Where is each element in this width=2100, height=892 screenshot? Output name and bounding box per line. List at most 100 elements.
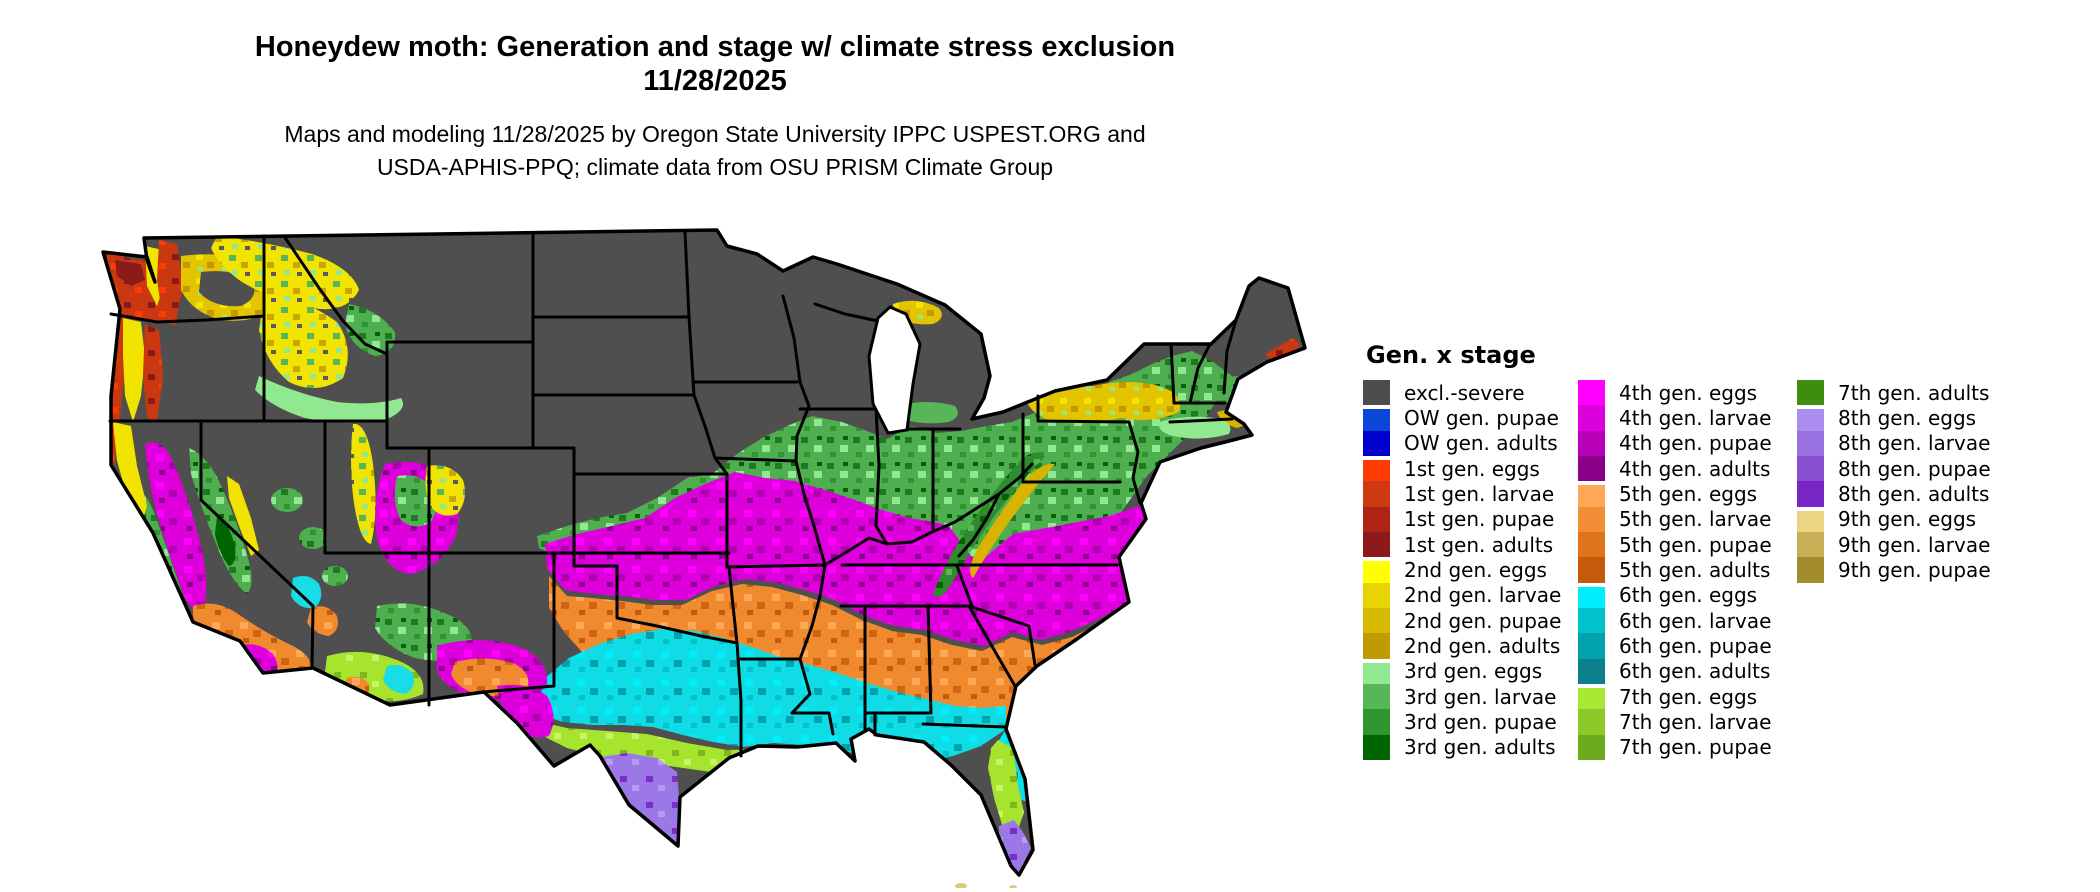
legend-label: 8th gen. larvae: [1838, 431, 1991, 456]
map-region-nv-green-2: [299, 527, 327, 549]
legend-label: 4th gen. eggs: [1619, 380, 1758, 405]
legend-label: 7th gen. adults: [1838, 380, 1990, 405]
legend-swatch: [1363, 582, 1390, 609]
us-map-image: [97, 226, 1309, 888]
legend-label: excl.-severe: [1404, 380, 1525, 405]
legend-swatch: [1797, 510, 1824, 533]
legend-item: 5th gen. larvae: [1578, 506, 1772, 533]
map-region-snv-orange: [307, 606, 338, 636]
legend-label: 6th gen. eggs: [1619, 583, 1758, 608]
legend-label: 8th gen. pupae: [1838, 456, 1991, 481]
legend-label: 9th gen. pupae: [1838, 558, 1991, 583]
subtitle-block: Maps and modeling 11/28/2025 by Oregon S…: [0, 118, 1430, 184]
legend-item: 1st gen. larvae: [1363, 481, 1561, 507]
legend-label: 3rd gen. eggs: [1404, 659, 1543, 684]
legend-item: OW gen. pupae: [1363, 405, 1561, 431]
legend-item: 9th gen. eggs: [1797, 507, 1991, 533]
legend-column-2: 4th gen. eggs 4th gen. larvae 4th gen. p…: [1578, 380, 1772, 761]
legend-label: 1st gen. eggs: [1404, 456, 1540, 481]
map-region-wco-mottle: [425, 465, 465, 516]
page-title: Honeydew moth: Generation and stage w/ c…: [254, 31, 1176, 63]
legend-swatch: [1578, 485, 1605, 507]
legend-label: 8th gen. adults: [1838, 482, 1990, 507]
legend-item: 3rd gen. larvae: [1363, 684, 1561, 710]
map-region-gen7-florida: [988, 740, 1024, 836]
legend-label: 1st gen. pupae: [1404, 507, 1555, 532]
legend-item: 8th gen. pupae: [1797, 456, 1991, 482]
legend-title: Gen. x stage: [1366, 341, 1536, 369]
legend-swatch: [1363, 532, 1390, 558]
map-region-or-cascades-red: [143, 324, 163, 422]
legend-item: 5th gen. pupae: [1578, 532, 1772, 558]
legend-item: 6th gen. eggs: [1578, 583, 1772, 609]
legend-item: 6th gen. adults: [1578, 658, 1772, 685]
legend-item: 4th gen. eggs: [1578, 380, 1772, 406]
legend-label: 9th gen. eggs: [1838, 507, 1977, 532]
map-region-bigbend-magenta: [497, 684, 554, 738]
map-region-appalachian-gold: [970, 463, 1055, 578]
legend-label: 3rd gen. pupae: [1404, 710, 1557, 735]
legend-swatch: [1797, 532, 1824, 558]
legend-swatch: [1578, 456, 1605, 482]
map-region-gen9-keys: [955, 883, 1017, 888]
legend-swatch: [1578, 380, 1605, 406]
legend-swatch: [1797, 409, 1824, 431]
legend-swatch: [1363, 409, 1390, 431]
map-region-maine-coast-red: [1265, 338, 1301, 362]
legend-label: 1st gen. adults: [1404, 532, 1554, 557]
credit-line-2: USDA-APHIS-PPQ; climate data from OSU PR…: [376, 154, 1054, 180]
legend-item: 3rd gen. pupae: [1363, 709, 1561, 735]
legend-item: 2nd gen. adults: [1363, 633, 1561, 659]
map-region-nv-green-1: [271, 488, 303, 512]
state-borders-plains: [531, 230, 827, 758]
legend-label: 3rd gen. adults: [1404, 735, 1556, 760]
map-region-gen8-florida: [999, 820, 1031, 874]
map-region-snv-cyan: [291, 576, 322, 609]
legend-label: OW gen. pupae: [1404, 406, 1559, 431]
legend-item: 5th gen. adults: [1578, 557, 1772, 583]
state-borders-newengland: [1168, 318, 1238, 424]
legend-label: 6th gen. larvae: [1619, 608, 1772, 633]
legend-item: 3rd gen. eggs: [1363, 659, 1561, 685]
legend-swatch: [1797, 481, 1824, 507]
map-region-socal-orange: [192, 603, 313, 683]
legend-label: 2nd gen. adults: [1404, 634, 1561, 659]
legend-item: 6th gen. larvae: [1578, 608, 1772, 634]
legend-label: 2nd gen. eggs: [1404, 558, 1547, 583]
legend-swatch: [1363, 380, 1390, 406]
legend-swatch: [1363, 684, 1390, 710]
legend-swatch: [1363, 506, 1390, 533]
legend-swatch: [1578, 608, 1605, 634]
legend-swatch: [1578, 557, 1605, 583]
legend-item: 1st gen. pupae: [1363, 506, 1561, 533]
credit-line-1: Maps and modeling 11/28/2025 by Oregon S…: [284, 121, 1146, 147]
state-borders-midwest-east: [798, 302, 1142, 567]
legend-label: 1st gen. larvae: [1404, 482, 1555, 507]
legend-swatch: [1797, 557, 1824, 583]
legend-item: 7th gen. adults: [1797, 380, 1991, 406]
legend-swatch: [1578, 658, 1605, 685]
legend-item: 5th gen. eggs: [1578, 481, 1772, 507]
legend-label: 3rd gen. larvae: [1404, 684, 1557, 709]
legend-label: 5th gen. eggs: [1619, 482, 1758, 507]
legend-label: 5th gen. pupae: [1619, 532, 1772, 557]
legend-item: 8th gen. adults: [1797, 481, 1991, 507]
legend-swatch: [1578, 586, 1605, 609]
map-region-appalachian-ridge: [933, 452, 1045, 597]
legend-label: 4th gen. larvae: [1619, 406, 1772, 431]
map-region-sierra-darkgreen: [215, 516, 236, 566]
legend-item: 2nd gen. larvae: [1363, 582, 1561, 609]
legend-swatch: [1578, 532, 1605, 558]
map-region-nv-green-3: [322, 566, 348, 586]
legend-swatch: [1578, 709, 1605, 735]
legend-item: 2nd gen. eggs: [1363, 557, 1561, 583]
legend-swatch: [1797, 430, 1824, 457]
map-fill-layers: [103, 230, 1305, 875]
legend-label: 4th gen. adults: [1619, 456, 1771, 481]
map-region-gen4-band: [545, 472, 1146, 646]
lake-michigan: [867, 305, 922, 435]
map-region-nca-coast-yellow: [113, 422, 147, 526]
map-region-willamette-yellow: [123, 318, 145, 422]
us-outline: [101, 228, 1307, 877]
